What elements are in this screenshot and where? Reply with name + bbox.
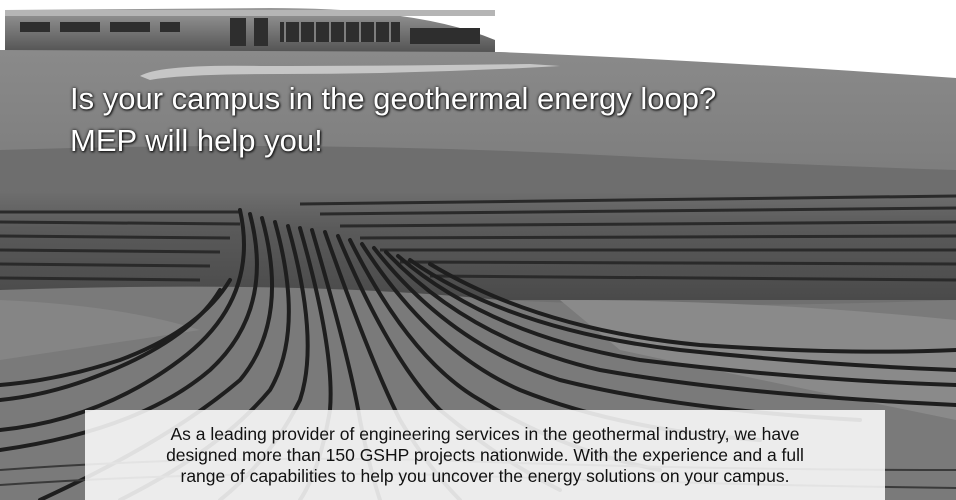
- caption-line-2: designed more than 150 GSHP projects nat…: [166, 445, 804, 465]
- headline-line-1: Is your campus in the geothermal energy …: [70, 81, 717, 116]
- caption-line-1: As a leading provider of engineering ser…: [170, 424, 800, 444]
- caption-line-3: range of capabilities to help you uncove…: [180, 466, 790, 486]
- pipe-field-left: [0, 210, 241, 282]
- campus-building: [5, 8, 495, 58]
- road: [140, 64, 560, 80]
- caption-box: As a leading provider of engineering ser…: [85, 410, 885, 500]
- headline: Is your campus in the geothermal energy …: [70, 78, 890, 162]
- pipe-field-right: [299, 194, 956, 282]
- headline-line-2: MEP will help you!: [70, 123, 323, 158]
